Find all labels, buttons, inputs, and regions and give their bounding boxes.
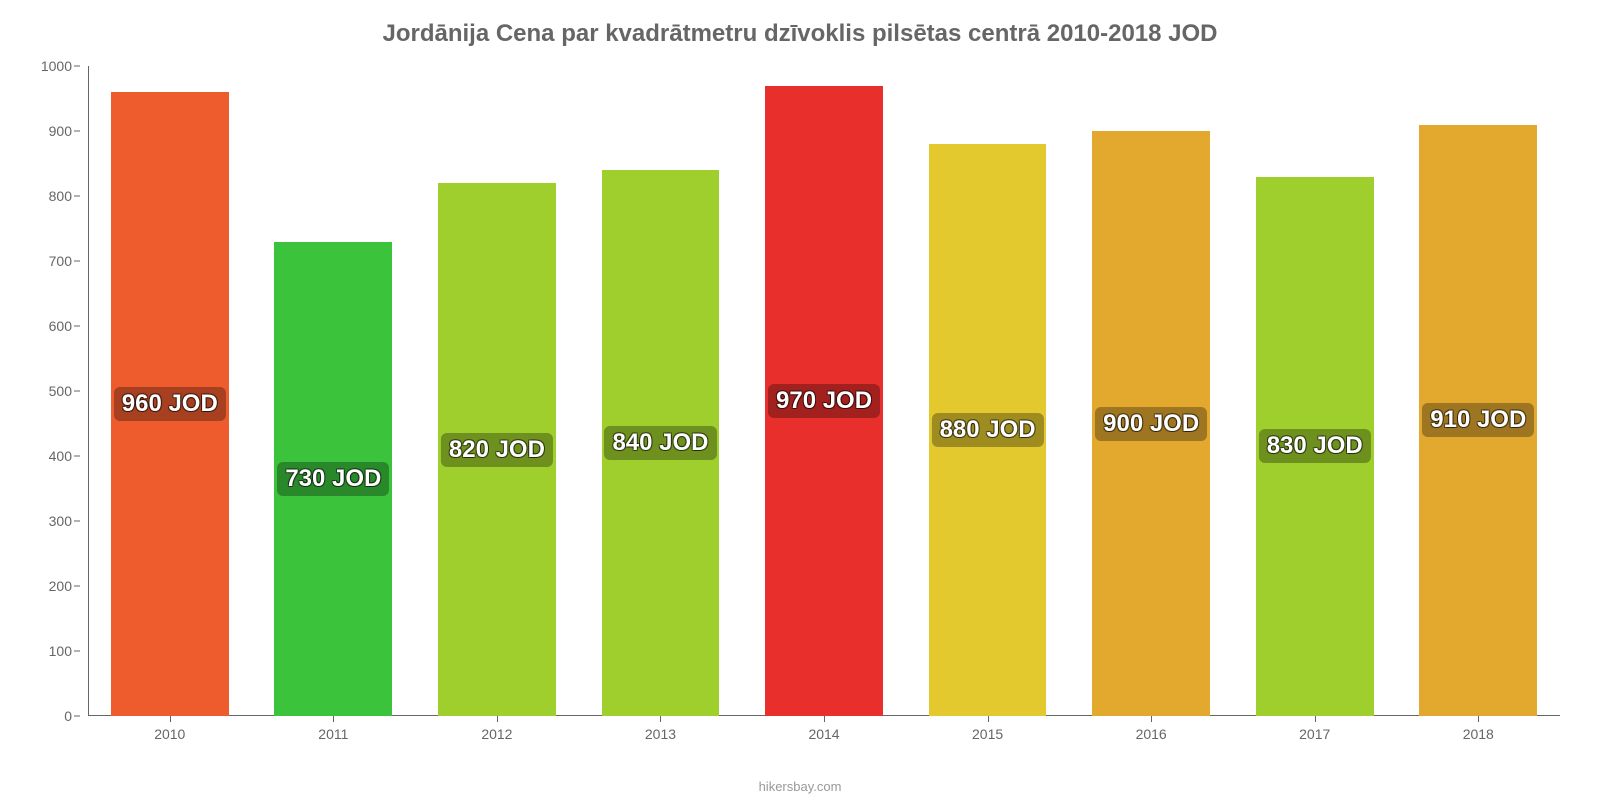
bar-value-label: 960 JOD bbox=[114, 387, 226, 421]
y-tick-label: 700 bbox=[22, 253, 72, 269]
x-tick-mark bbox=[333, 716, 334, 722]
y-tick-label: 300 bbox=[22, 513, 72, 529]
x-tick-mark bbox=[497, 716, 498, 722]
bar-slot: 970 JOD bbox=[742, 66, 906, 716]
x-tick-mark bbox=[1478, 716, 1479, 722]
bar-value-label: 840 JOD bbox=[604, 426, 716, 460]
y-tick-label: 100 bbox=[22, 643, 72, 659]
x-label-slot: 2011 bbox=[252, 716, 416, 746]
y-tick-label: 600 bbox=[22, 318, 72, 334]
bar: 960 JOD bbox=[111, 92, 229, 716]
attribution-text: hikersbay.com bbox=[0, 779, 1600, 794]
bar-value-label: 910 JOD bbox=[1422, 403, 1534, 437]
x-tick-label: 2014 bbox=[808, 726, 839, 742]
bar-value-label: 900 JOD bbox=[1095, 407, 1207, 441]
bar-value-label: 820 JOD bbox=[441, 433, 553, 467]
plot-area: 01002003004005006007008009001000 960 JOD… bbox=[88, 66, 1560, 746]
y-tick-label: 0 bbox=[22, 708, 72, 724]
y-tick-mark bbox=[74, 651, 80, 652]
bar-slot: 900 JOD bbox=[1069, 66, 1233, 716]
bar: 910 JOD bbox=[1419, 125, 1537, 717]
bar-slot: 880 JOD bbox=[906, 66, 1070, 716]
x-tick-mark bbox=[1315, 716, 1316, 722]
bar-value-label: 830 JOD bbox=[1259, 429, 1371, 463]
bars-container: 960 JOD 730 JOD 820 JOD 840 JOD 970 JOD 880 J… bbox=[88, 66, 1560, 716]
x-tick-mark bbox=[824, 716, 825, 722]
x-tick-mark bbox=[660, 716, 661, 722]
x-tick-mark bbox=[170, 716, 171, 722]
y-tick-mark bbox=[74, 586, 80, 587]
bar-slot: 820 JOD bbox=[415, 66, 579, 716]
x-label-slot: 2017 bbox=[1233, 716, 1397, 746]
bar: 840 JOD bbox=[602, 170, 720, 716]
x-label-slot: 2012 bbox=[415, 716, 579, 746]
y-tick-mark bbox=[74, 131, 80, 132]
bar: 820 JOD bbox=[438, 183, 556, 716]
bar-value-label: 970 JOD bbox=[768, 384, 880, 418]
x-tick-label: 2017 bbox=[1299, 726, 1330, 742]
bar-chart: Jordānija Cena par kvadrātmetru dzīvokli… bbox=[0, 0, 1600, 800]
y-tick-label: 200 bbox=[22, 578, 72, 594]
y-tick-label: 1000 bbox=[22, 58, 72, 74]
y-tick-mark bbox=[74, 391, 80, 392]
chart-title: Jordānija Cena par kvadrātmetru dzīvokli… bbox=[30, 10, 1570, 66]
y-tick-label: 900 bbox=[22, 123, 72, 139]
bar-value-label: 730 JOD bbox=[277, 462, 389, 496]
y-tick-mark bbox=[74, 521, 80, 522]
x-tick-label: 2013 bbox=[645, 726, 676, 742]
x-label-slot: 2018 bbox=[1397, 716, 1561, 746]
y-tick-mark bbox=[74, 456, 80, 457]
bar-slot: 840 JOD bbox=[579, 66, 743, 716]
bar: 730 JOD bbox=[274, 242, 392, 717]
x-tick-mark bbox=[1151, 716, 1152, 722]
x-tick-label: 2010 bbox=[154, 726, 185, 742]
y-tick-label: 400 bbox=[22, 448, 72, 464]
bar: 830 JOD bbox=[1256, 177, 1374, 717]
y-tick-mark bbox=[74, 196, 80, 197]
bar-slot: 730 JOD bbox=[252, 66, 416, 716]
x-tick-label: 2018 bbox=[1463, 726, 1494, 742]
x-label-slot: 2016 bbox=[1069, 716, 1233, 746]
y-tick-mark bbox=[74, 66, 80, 67]
x-tick-label: 2011 bbox=[318, 726, 348, 742]
y-tick-mark bbox=[74, 326, 80, 327]
bar: 970 JOD bbox=[765, 86, 883, 717]
x-tick-label: 2016 bbox=[1136, 726, 1167, 742]
x-axis-labels: 2010 2011 2012 2013 2014 2015 2016 2017 2018 bbox=[88, 716, 1560, 746]
x-label-slot: 2010 bbox=[88, 716, 252, 746]
x-tick-label: 2015 bbox=[972, 726, 1003, 742]
x-tick-label: 2012 bbox=[481, 726, 512, 742]
y-axis: 01002003004005006007008009001000 bbox=[30, 66, 80, 716]
bar-slot: 910 JOD bbox=[1397, 66, 1561, 716]
bar: 900 JOD bbox=[1092, 131, 1210, 716]
y-tick-label: 800 bbox=[22, 188, 72, 204]
x-label-slot: 2013 bbox=[579, 716, 743, 746]
bar-slot: 830 JOD bbox=[1233, 66, 1397, 716]
y-tick-mark bbox=[74, 261, 80, 262]
x-label-slot: 2014 bbox=[742, 716, 906, 746]
bar-slot: 960 JOD bbox=[88, 66, 252, 716]
bar-value-label: 880 JOD bbox=[932, 413, 1044, 447]
y-tick-label: 500 bbox=[22, 383, 72, 399]
x-label-slot: 2015 bbox=[906, 716, 1070, 746]
x-tick-mark bbox=[988, 716, 989, 722]
bar: 880 JOD bbox=[929, 144, 1047, 716]
y-tick-mark bbox=[74, 716, 80, 717]
